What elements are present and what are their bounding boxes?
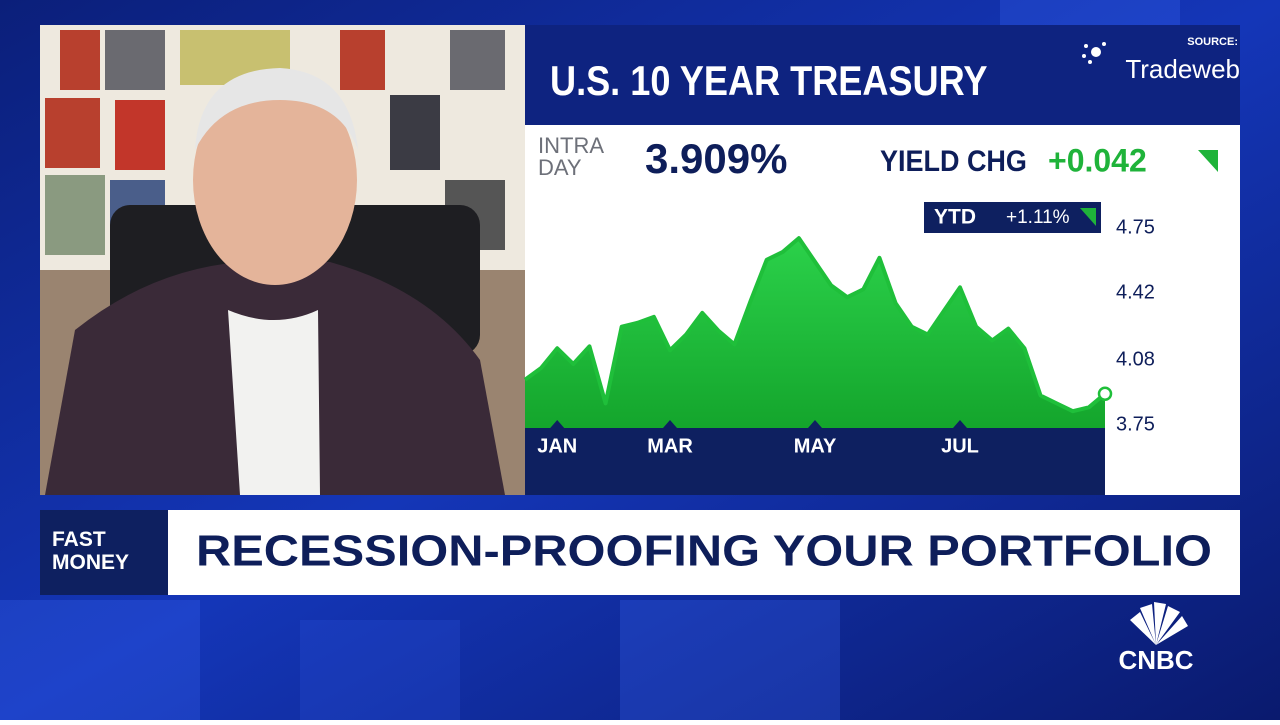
end-marker — [1097, 386, 1113, 401]
ytd-box — [924, 202, 1101, 233]
x-tick-marker — [550, 420, 565, 428]
source-label: SOURCE: — [1187, 36, 1238, 48]
source-logo — [1082, 42, 1106, 64]
x-tick-label: MAY — [794, 435, 837, 457]
source: Tradeweb — [1125, 54, 1240, 84]
network: CNBC — [1118, 645, 1193, 675]
ytd-label: YTD — [934, 206, 976, 229]
y-tick-label: 4.08 — [1116, 348, 1155, 370]
change: +0.042 — [1048, 142, 1147, 178]
chart-title: U.S. 10 YEAR TREASURY — [550, 59, 987, 105]
x-tick-marker — [808, 420, 822, 428]
x-axis-band — [525, 428, 1105, 495]
show-label: FAST MONEY — [52, 528, 130, 574]
line — [523, 236, 1107, 414]
network-logo — [1130, 602, 1188, 645]
chart-header — [525, 25, 1240, 125]
intraday-yield: 3.909% — [645, 135, 787, 182]
y-tick-label: 4.42 — [1116, 282, 1155, 304]
area — [525, 238, 1105, 428]
ytd-arrow — [1080, 208, 1096, 226]
show-label-box: FAST MONEY — [52, 528, 130, 574]
intraday-label-box: INTRA DAY — [538, 135, 603, 180]
x-tick-label: MAR — [647, 435, 693, 457]
x-tick-label: JUL — [941, 435, 979, 457]
x-tick-label: JAN — [537, 435, 577, 457]
y-tick-label: 3.75 — [1116, 413, 1155, 435]
intraday-label: INTRA DAY — [538, 135, 603, 180]
headline: RECESSION-PROOFING YOUR PORTFOLIO — [196, 527, 1212, 576]
background-pattern — [0, 0, 1180, 720]
show-box — [40, 510, 168, 595]
y-tick-label: 4.75 — [1116, 217, 1155, 239]
x-tick-marker — [663, 420, 677, 428]
x-tick-marker — [953, 420, 967, 428]
video-feed — [40, 25, 525, 495]
change-arrow — [1198, 150, 1218, 172]
headline-box — [168, 510, 1240, 595]
change-label: YIELD CHG — [880, 145, 1027, 179]
plot: 3.75 4.08 4.42 4.75 JAN MAR MAY JUL — [523, 217, 1155, 457]
ytd-value: +1.11% — [1006, 207, 1070, 228]
